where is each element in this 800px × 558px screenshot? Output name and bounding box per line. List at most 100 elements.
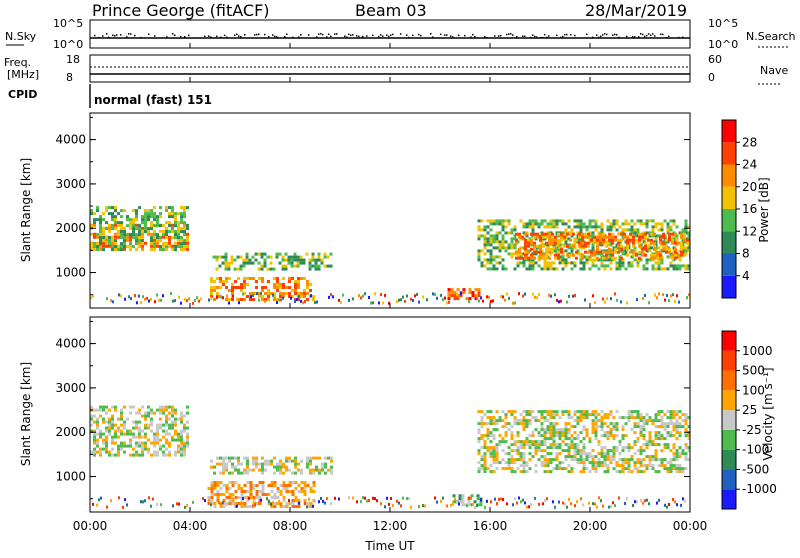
data-cell (147, 215, 150, 219)
data-cell (126, 432, 129, 436)
data-cell (648, 434, 652, 438)
data-cell (450, 288, 454, 292)
data-cell (507, 410, 511, 414)
data-cell (93, 408, 96, 412)
data-cell (584, 250, 587, 254)
data-cell (368, 296, 370, 299)
data-cell (138, 453, 141, 457)
nsky-point (284, 36, 286, 38)
data-cell (236, 267, 240, 271)
data-cell (671, 256, 674, 260)
data-cell (501, 458, 505, 462)
data-cell (648, 249, 652, 253)
data-cell (627, 449, 631, 453)
data-cell (234, 456, 237, 460)
data-cell (574, 504, 576, 508)
data-cell (576, 458, 580, 462)
data-cell (563, 235, 566, 239)
data-cell (422, 295, 424, 299)
data-cell (492, 428, 496, 432)
data-cell (546, 428, 550, 432)
data-cell (120, 411, 123, 415)
data-cell (528, 267, 532, 271)
data-cell (180, 450, 183, 454)
data-cell (159, 411, 162, 415)
data-cell (153, 245, 156, 249)
nsky-point (114, 35, 116, 37)
data-cell (126, 218, 129, 222)
data-cell (510, 449, 514, 453)
data-cell (669, 416, 673, 420)
data-cell (147, 426, 150, 430)
data-cell (594, 228, 598, 232)
data-cell (526, 505, 528, 509)
nsky-point (330, 35, 332, 37)
data-cell (446, 301, 448, 305)
data-cell (276, 502, 280, 505)
data-cell (123, 444, 126, 448)
data-cell (573, 452, 577, 456)
data-cell (296, 261, 300, 265)
data-cell (456, 297, 460, 301)
data-cell (477, 470, 481, 474)
data-cell (162, 235, 165, 239)
data-cell (123, 245, 126, 249)
data-cell (639, 461, 643, 465)
data-cell (252, 496, 256, 499)
data-cell (129, 444, 132, 448)
data-cell (228, 456, 231, 460)
data-cell (249, 487, 253, 490)
station-title: Prince George (fitACF) (92, 1, 270, 20)
data-cell (570, 470, 574, 474)
data-cell (410, 505, 412, 509)
data-cell (524, 241, 527, 245)
data-cell (126, 444, 129, 448)
nsky-point (432, 36, 434, 38)
data-cell (687, 231, 690, 235)
data-cell (477, 288, 481, 292)
data-cell (618, 416, 622, 420)
data-cell (402, 295, 404, 299)
data-cell (102, 218, 105, 222)
data-cell (606, 437, 610, 441)
data-cell (664, 298, 666, 302)
data-cell (453, 291, 457, 295)
data-cell (483, 246, 487, 250)
data-cell (237, 471, 240, 475)
data-cell (618, 225, 622, 229)
data-cell (519, 452, 523, 456)
data-cell (516, 452, 520, 456)
data-cell (129, 226, 132, 230)
data-cell (606, 458, 610, 462)
data-cell (579, 258, 583, 262)
nsky-point (386, 34, 388, 36)
data-cell (599, 238, 602, 242)
data-cell (599, 250, 602, 254)
data-cell (611, 256, 614, 260)
data-cell (96, 420, 99, 424)
nsky-point (256, 33, 258, 36)
data-cell (285, 459, 288, 463)
data-cell (162, 248, 165, 252)
data-cell (672, 434, 676, 438)
data-cell (224, 261, 228, 265)
data-cell (666, 225, 670, 229)
data-cell (504, 434, 508, 438)
data-cell (567, 428, 571, 432)
data-cell (275, 255, 279, 259)
data-cell (588, 219, 592, 223)
data-cell (252, 468, 255, 472)
data-cell (603, 267, 607, 271)
data-cell (678, 455, 682, 459)
data-cell (102, 226, 105, 230)
data-cell (144, 209, 147, 213)
data-cell (123, 227, 126, 231)
data-cell (108, 236, 111, 240)
data-cell (528, 419, 532, 423)
data-cell (236, 504, 238, 508)
colorbar-tick-label: 100 (742, 383, 765, 397)
nsky-point (612, 34, 614, 36)
data-cell (573, 446, 577, 450)
data-cell (657, 443, 661, 447)
data-cell (621, 458, 625, 462)
